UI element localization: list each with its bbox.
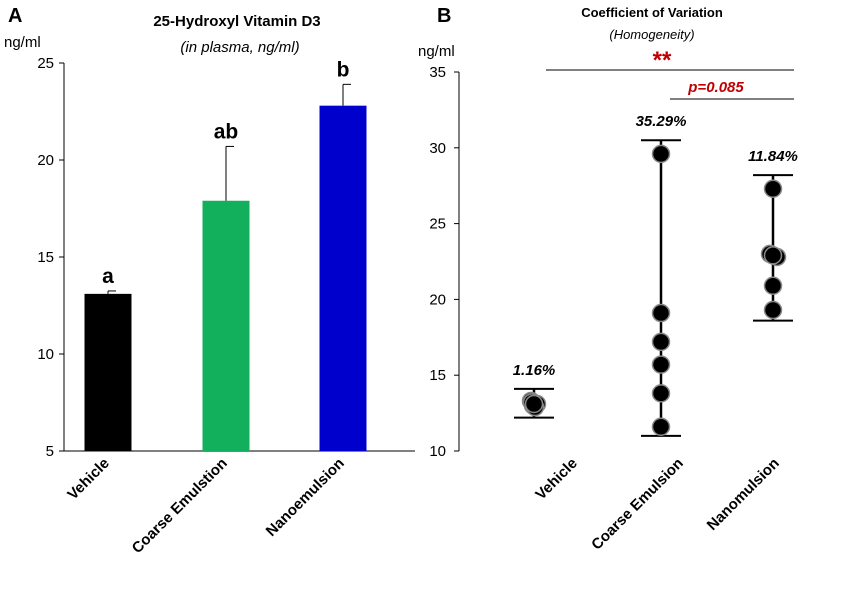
panel-b-category-labels: Vehicle Coarse Emulsion Nanomulsion [532, 455, 783, 554]
significance-letter: a [102, 265, 114, 288]
y-tick-label: 5 [46, 443, 54, 460]
cv-label: 11.84% [748, 148, 798, 165]
category-label: Coarse Emulstion [129, 455, 231, 557]
data-point [763, 276, 783, 296]
panel-b-title: Coefficient of Variation [581, 5, 723, 20]
data-point [763, 300, 783, 320]
data-point [651, 144, 671, 164]
data-point [651, 303, 671, 323]
category-label: Vehicle [64, 455, 113, 504]
category-label: Nanomulsion [704, 455, 783, 534]
panel-a-subtitle: (in plasma, ng/ml) [180, 39, 299, 56]
panel-a-letter: A [8, 5, 22, 27]
panel-b-comparisons: ** p=0.085 [546, 47, 794, 100]
category-label: Nanoemulsion [263, 455, 348, 540]
y-tick-label: 35 [429, 64, 446, 81]
y-tick-label: 25 [429, 216, 446, 233]
cv-label: 35.29% [636, 113, 687, 130]
y-tick-label: 10 [429, 443, 446, 460]
significance-letter: ab [214, 120, 239, 143]
data-point [651, 417, 671, 436]
panel-a-bars: a ab b [84, 58, 367, 452]
data-point [763, 179, 783, 198]
data-point [763, 246, 783, 265]
panel-a-y-unit: ng/ml [4, 34, 41, 51]
data-point [651, 384, 671, 403]
y-tick-label: 25 [37, 55, 54, 72]
significance-letter: b [337, 58, 350, 81]
y-tick-label: 15 [37, 249, 54, 266]
category-label: Vehicle [532, 455, 581, 504]
panel-b-y-unit: ng/ml [418, 43, 455, 60]
panel-b-letter: B [437, 5, 451, 27]
panel-a-title: 25-Hydroxyl Vitamin D3 [153, 13, 320, 30]
data-point [651, 355, 671, 374]
bar [202, 200, 250, 451]
category-label: Coarse Emulsion [588, 455, 687, 554]
y-tick-label: 30 [429, 140, 446, 157]
panel-b-groups: 1.16% 35.29% 11.84% [513, 113, 798, 437]
y-tick-label: 10 [37, 346, 54, 363]
y-tick-label: 20 [37, 152, 54, 169]
panel-a-category-labels: Vehicle Coarse Emulstion Nanoemulsion [64, 455, 348, 557]
data-point [651, 332, 671, 352]
y-tick-label: 15 [429, 367, 446, 384]
cv-label: 1.16% [513, 362, 556, 379]
panel-b-subtitle: (Homogeneity) [609, 27, 694, 42]
comparison-label: p=0.085 [687, 79, 744, 96]
panel-a-y-ticks: 5 10 15 20 25 [37, 55, 64, 460]
comparison-label: ** [653, 47, 672, 74]
data-point [524, 394, 544, 414]
y-tick-label: 20 [429, 291, 446, 308]
bar [319, 105, 367, 452]
bar [84, 293, 132, 451]
panel-b-y-ticks: 10 15 20 25 30 35 [429, 64, 459, 460]
